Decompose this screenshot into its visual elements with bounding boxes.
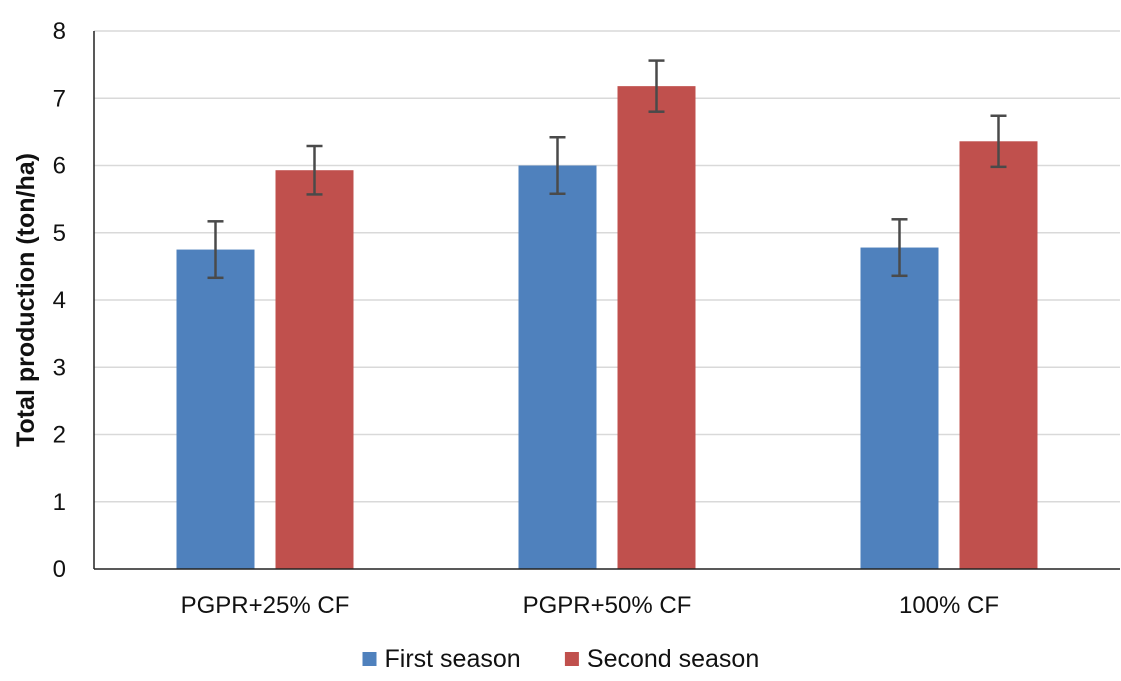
bar-second-season xyxy=(959,141,1038,570)
legend-swatch xyxy=(564,652,579,666)
y-tick-labels: 0 1 2 3 4 5 6 7 8 xyxy=(53,18,66,583)
y-axis-title: Total production (ton/ha) xyxy=(12,153,40,447)
bar-second-season xyxy=(275,170,354,569)
bar-second-season xyxy=(617,86,696,570)
y-tick-label: 6 xyxy=(53,153,66,180)
legend: First season Second season xyxy=(362,645,759,673)
y-tick-label: 7 xyxy=(53,85,66,112)
x-category-label: PGPR+50% CF xyxy=(523,592,692,619)
error-bars xyxy=(207,59,1007,280)
y-tick-label: 0 xyxy=(53,556,66,583)
legend-label: Second season xyxy=(587,645,759,673)
y-tick-label: 8 xyxy=(53,18,66,45)
gridlines xyxy=(94,30,1120,503)
y-tick-label: 5 xyxy=(53,220,66,247)
legend-swatch xyxy=(362,652,377,666)
x-category-label: PGPR+25% CF xyxy=(181,592,350,619)
y-tick-label: 2 xyxy=(53,422,66,449)
y-tick-label: 3 xyxy=(53,354,66,381)
y-tick-label: 1 xyxy=(53,489,66,516)
bar-first-season xyxy=(860,247,939,570)
y-tick-label: 4 xyxy=(53,287,66,314)
bar-first-season xyxy=(518,165,597,569)
category-labels: PGPR+25% CF PGPR+50% CF 100% CF xyxy=(181,592,999,619)
bar-first-season xyxy=(176,249,255,569)
legend-label: First season xyxy=(385,645,521,673)
bars xyxy=(176,86,1038,570)
x-category-label: 100% CF xyxy=(899,592,999,619)
